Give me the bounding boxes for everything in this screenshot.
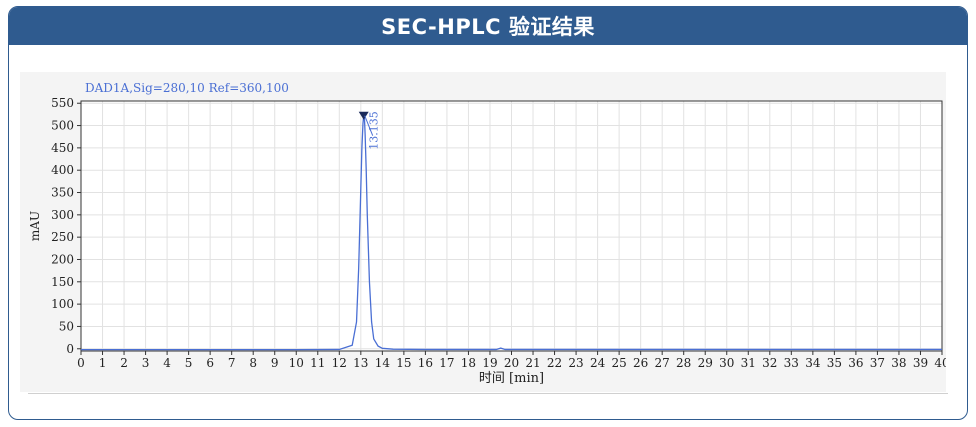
y-tick-label: 50 (59, 319, 74, 333)
y-tick-label: 100 (51, 297, 74, 311)
x-tick-label: 30 (719, 356, 734, 370)
y-tick-label: 350 (51, 186, 74, 200)
y-tick-label: 150 (51, 275, 74, 289)
y-tick-label: 0 (66, 342, 74, 356)
x-tick-label: 18 (461, 356, 476, 370)
x-tick-label: 15 (396, 356, 411, 370)
x-tick-label: 24 (590, 356, 606, 370)
x-tick-label: 39 (913, 356, 928, 370)
x-tick-label: 5 (185, 356, 193, 370)
x-tick-label: 12 (332, 356, 347, 370)
x-tick-label: 14 (375, 356, 391, 370)
x-tick-label: 9 (271, 356, 279, 370)
x-tick-label: 31 (741, 356, 756, 370)
x-tick-label: 28 (676, 356, 691, 370)
peak-marker (358, 111, 369, 120)
x-tick-label: 40 (934, 356, 946, 370)
x-axis-label: 时间 [min] (479, 371, 544, 386)
peak-label: 13.135 (368, 111, 381, 150)
x-tick-label: 20 (504, 356, 519, 370)
x-tick-label: 7 (228, 356, 236, 370)
x-tick-label: 21 (525, 356, 540, 370)
y-tick-label: 400 (51, 163, 74, 177)
y-tick-label: 200 (51, 252, 74, 266)
x-tick-label: 0 (77, 356, 85, 370)
x-tick-label: 3 (142, 356, 150, 370)
x-tick-label: 10 (289, 356, 304, 370)
peak-leader-line (364, 115, 374, 136)
signal-label: DAD1A,Sig=280,10 Ref=360,100 (85, 81, 289, 95)
y-tick-label: 500 (51, 119, 74, 133)
x-tick-label: 17 (439, 356, 454, 370)
x-tick-label: 13 (353, 356, 368, 370)
x-tick-label: 2 (120, 356, 128, 370)
y-tick-label: 300 (51, 208, 74, 222)
x-tick-label: 27 (655, 356, 670, 370)
card-title: SEC-HPLC 验证结果 (9, 7, 967, 45)
plot-frame (80, 100, 943, 352)
x-tick-label: 11 (310, 356, 325, 370)
series-line (81, 115, 942, 351)
chromatogram-area: DAD1A,Sig=280,10 Ref=360,100 0 1 2 3 4 5 6 7 8 9 10… (20, 72, 950, 392)
x-tick-label: 4 (163, 356, 171, 370)
x-tick-label: 16 (418, 356, 433, 370)
y-tick-label: 550 (51, 96, 74, 110)
x-tick-label: 23 (568, 356, 583, 370)
divider (28, 393, 948, 394)
x-tick-label: 8 (249, 356, 257, 370)
x-tick-label: 1 (99, 356, 107, 370)
x-tick-label: 38 (891, 356, 906, 370)
x-tick-label: 34 (805, 356, 821, 370)
y-axis-label: mAU (28, 211, 42, 241)
x-tick-label: 33 (784, 356, 799, 370)
y-tick-label: 450 (51, 141, 74, 155)
x-tick-label: 22 (547, 356, 562, 370)
x-tick-label: 25 (611, 356, 626, 370)
x-tick-label: 6 (206, 356, 214, 370)
x-tick-label: 35 (827, 356, 842, 370)
y-tick-label: 250 (51, 230, 74, 244)
x-tick-label: 37 (870, 356, 885, 370)
x-tick-label: 32 (762, 356, 777, 370)
x-tick-label: 26 (633, 356, 648, 370)
x-tick-label: 29 (698, 356, 713, 370)
x-tick-label: 36 (848, 356, 863, 370)
x-tick-label: 19 (482, 356, 497, 370)
